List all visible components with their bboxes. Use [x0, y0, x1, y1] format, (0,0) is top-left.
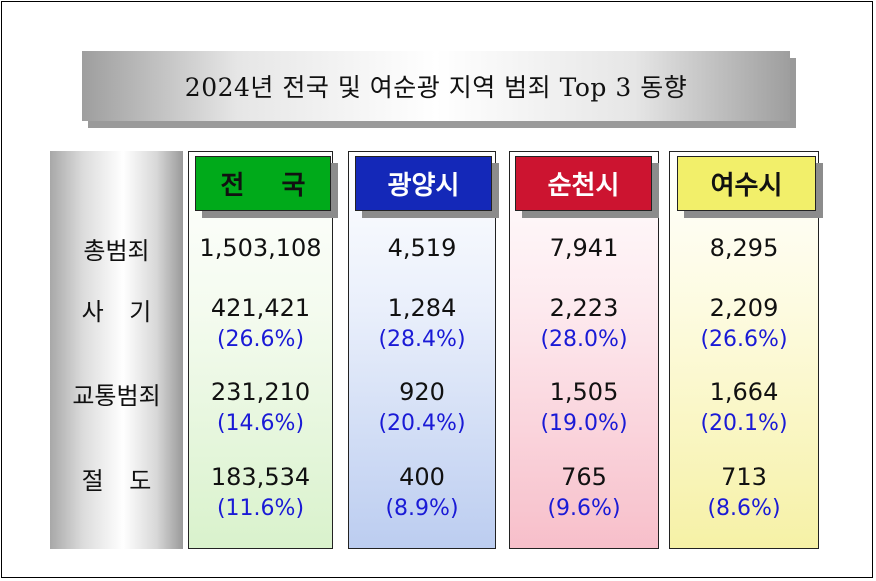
- count-value: 1,664: [709, 378, 779, 406]
- count-value: 8,295: [709, 234, 779, 262]
- header-gwangyang: 광양시: [355, 156, 492, 211]
- count-value: 1,503,108: [199, 234, 322, 262]
- row-label-fraud: 사 기: [81, 298, 152, 326]
- cell-yeosu-fraud: 2,209 (26.6%): [671, 293, 817, 355]
- cell-national-total: 1,503,108: [190, 233, 331, 264]
- percent-value: (26.6%): [700, 327, 788, 352]
- count-value: 421,421: [210, 294, 311, 322]
- row-label-total: 총범죄: [83, 237, 150, 265]
- header-yeosu: 여수시: [677, 156, 816, 211]
- count-value: 765: [561, 463, 607, 491]
- percent-value: (26.6%): [216, 327, 305, 352]
- percent-value: (28.4%): [378, 327, 466, 352]
- cell-gwangyang-theft: 400 (8.9%): [350, 462, 494, 524]
- cell-suncheon-theft: 765 (9.6%): [511, 462, 657, 524]
- cell-yeosu-total: 8,295: [671, 233, 817, 264]
- cell-gwangyang-fraud: 1,284 (28.4%): [350, 293, 494, 355]
- percent-value: (20.1%): [700, 411, 788, 436]
- count-value: 2,223: [549, 294, 619, 322]
- percent-value: (28.0%): [540, 327, 628, 352]
- row-label-theft: 절 도: [81, 467, 152, 495]
- percent-value: (19.0%): [540, 411, 628, 436]
- row-label-column: 총범죄 사 기 교통범죄 절 도: [50, 151, 183, 549]
- cell-gwangyang-total: 4,519: [350, 233, 494, 264]
- count-value: 4,519: [387, 234, 457, 262]
- count-value: 2,209: [709, 294, 779, 322]
- count-value: 1,505: [549, 378, 619, 406]
- count-value: 7,941: [549, 234, 619, 262]
- count-value: 231,210: [210, 378, 311, 406]
- cell-national-theft: 183,534 (11.6%): [190, 462, 331, 524]
- percent-value: (14.6%): [216, 411, 305, 436]
- cell-suncheon-total: 7,941: [511, 233, 657, 264]
- header-suncheon: 순천시: [515, 156, 652, 211]
- cell-suncheon-traffic: 1,505 (19.0%): [511, 377, 657, 439]
- percent-value: (8.9%): [385, 496, 459, 521]
- cell-national-traffic: 231,210 (14.6%): [190, 377, 331, 439]
- percent-value: (20.4%): [378, 411, 466, 436]
- cell-yeosu-theft: 713 (8.6%): [671, 462, 817, 524]
- percent-value: (8.6%): [707, 496, 781, 521]
- cell-national-fraud: 421,421 (26.6%): [190, 293, 331, 355]
- count-value: 1,284: [387, 294, 457, 322]
- page-title: 2024년 전국 및 여순광 지역 범죄 Top 3 동향: [184, 73, 688, 102]
- percent-value: (9.6%): [547, 496, 621, 521]
- cell-suncheon-fraud: 2,223 (28.0%): [511, 293, 657, 355]
- percent-value: (11.6%): [216, 496, 305, 521]
- count-value: 713: [721, 463, 767, 491]
- count-value: 920: [399, 378, 445, 406]
- cell-yeosu-traffic: 1,664 (20.1%): [671, 377, 817, 439]
- count-value: 400: [399, 463, 445, 491]
- row-label-traffic: 교통범죄: [72, 382, 161, 410]
- count-value: 183,534: [210, 463, 311, 491]
- cell-gwangyang-traffic: 920 (20.4%): [350, 377, 494, 439]
- header-national: 전 국: [195, 156, 331, 211]
- title-banner: 2024년 전국 및 여순광 지역 범죄 Top 3 동향: [82, 51, 790, 121]
